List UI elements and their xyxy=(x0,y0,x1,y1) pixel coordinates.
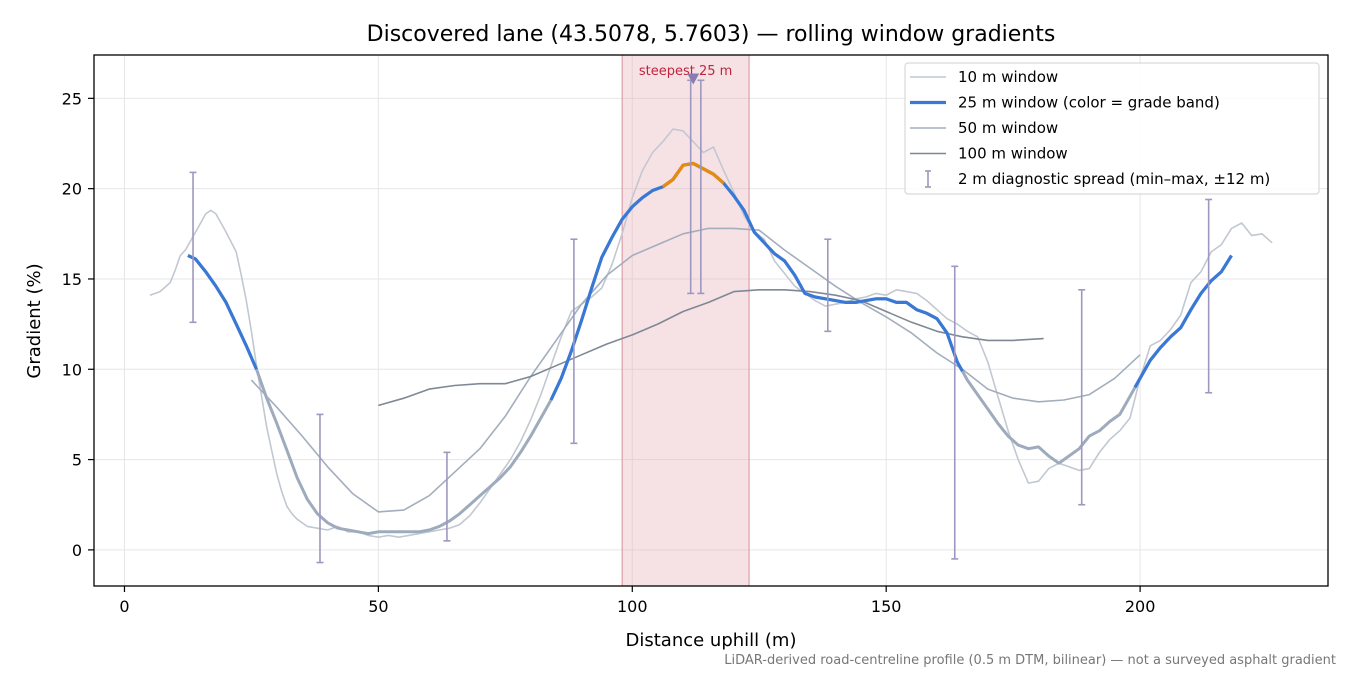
x-tick-label: 200 xyxy=(1125,597,1156,616)
y-tick-label: 25 xyxy=(62,89,82,108)
y-tick-label: 15 xyxy=(62,270,82,289)
legend-box xyxy=(904,62,1320,195)
legend-label-w25: 25 m window (color = grade band) xyxy=(958,94,1220,112)
footnote: LiDAR-derived road-centreline profile (0… xyxy=(724,653,1336,668)
series-line-w100 xyxy=(378,289,1044,407)
plot-frame xyxy=(93,54,1329,587)
series-group xyxy=(149,128,1273,538)
y-axis-label: Gradient (%) xyxy=(24,263,45,378)
steepest-peak-marker xyxy=(687,73,700,85)
series-line-w25-low-band xyxy=(187,254,258,370)
x-tick-label: 0 xyxy=(119,597,129,616)
legend-label-w100: 100 m window xyxy=(958,145,1068,163)
chart-title: Discovered lane (43.5078, 5.7603) — roll… xyxy=(367,22,1056,47)
x-axis-label: Distance uphill (m) xyxy=(626,630,797,651)
series-line-w25-high-band xyxy=(661,161,725,189)
legend: 10 m window 25 m window (color = grade ba… xyxy=(904,62,1320,195)
series-line-w10 xyxy=(149,128,1273,538)
series-line-w50 xyxy=(250,227,1141,513)
legend-label-err: 2 m diagnostic spread (min–max, ±12 m) xyxy=(958,170,1270,188)
legend-label-w50: 50 m window xyxy=(958,119,1058,137)
steepest-band xyxy=(621,54,750,587)
y-tick-label: 20 xyxy=(62,180,82,199)
series-line-w25-low-band xyxy=(549,161,964,401)
y-tick-label: 0 xyxy=(72,541,82,560)
x-tick-label: 100 xyxy=(617,597,648,616)
series-line-w25-low-band xyxy=(1133,254,1233,389)
x-tick-label: 150 xyxy=(871,597,902,616)
y-tick-label: 10 xyxy=(62,360,82,379)
x-tick-label: 50 xyxy=(368,597,388,616)
legend-label-w10: 10 m window xyxy=(958,68,1058,86)
y-tick-label: 5 xyxy=(72,451,82,470)
steepest-band-label: steepest 25 m xyxy=(639,64,732,79)
